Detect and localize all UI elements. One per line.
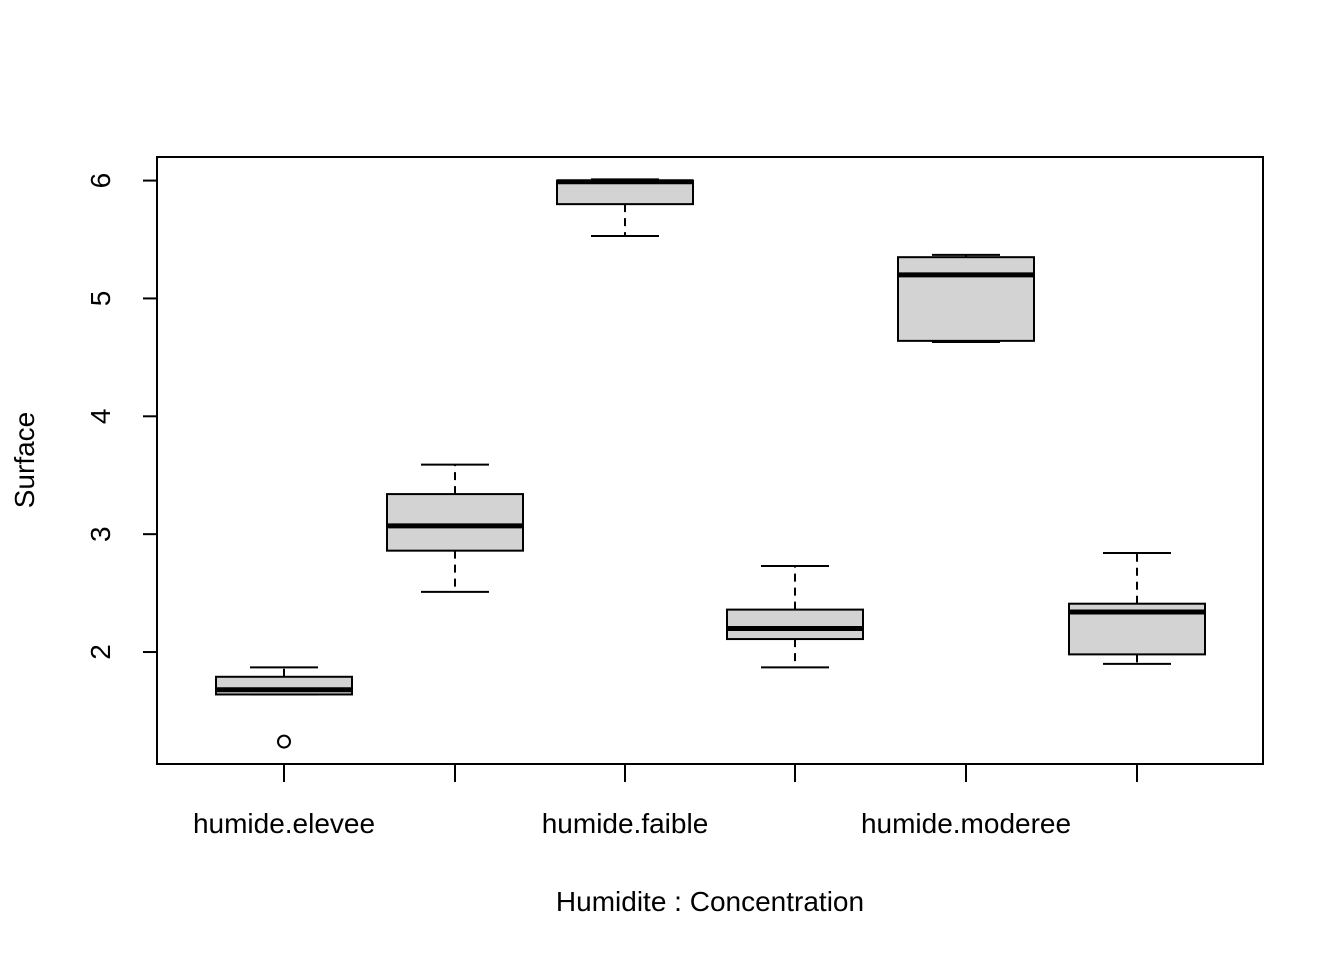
x-tick-label: humide.faible <box>542 808 709 839</box>
box-group-5 <box>897 253 1035 344</box>
y-tick-label: 4 <box>85 409 116 425</box>
x-axis: humide.elevee humide.faible humide.moderee <box>193 764 1138 839</box>
box-iqr <box>897 256 1035 342</box>
y-axis: 2 3 4 5 6 <box>85 173 158 660</box>
y-axis-label: Surface <box>9 412 40 509</box>
plot-frame <box>156 156 1264 765</box>
box-group-4 <box>726 564 864 669</box>
y-tick-label: 5 <box>85 291 116 307</box>
box-iqr <box>726 608 864 641</box>
box-iqr <box>386 493 524 552</box>
y-tick-label: 3 <box>85 526 116 542</box>
box-group-1 <box>215 666 353 749</box>
y-tick-label: 6 <box>85 173 116 189</box>
box-group-3 <box>556 178 694 237</box>
box-group-2 <box>386 463 524 593</box>
x-tick-label: humide.moderee <box>861 808 1071 839</box>
outlier-point <box>277 734 291 749</box>
x-tick-label: humide.elevee <box>193 808 375 839</box>
boxes-layer <box>215 178 1206 749</box>
x-axis-label: Humidite : Concentration <box>556 886 864 917</box>
box-group-6 <box>1068 552 1206 665</box>
y-tick-label: 2 <box>85 644 116 660</box>
